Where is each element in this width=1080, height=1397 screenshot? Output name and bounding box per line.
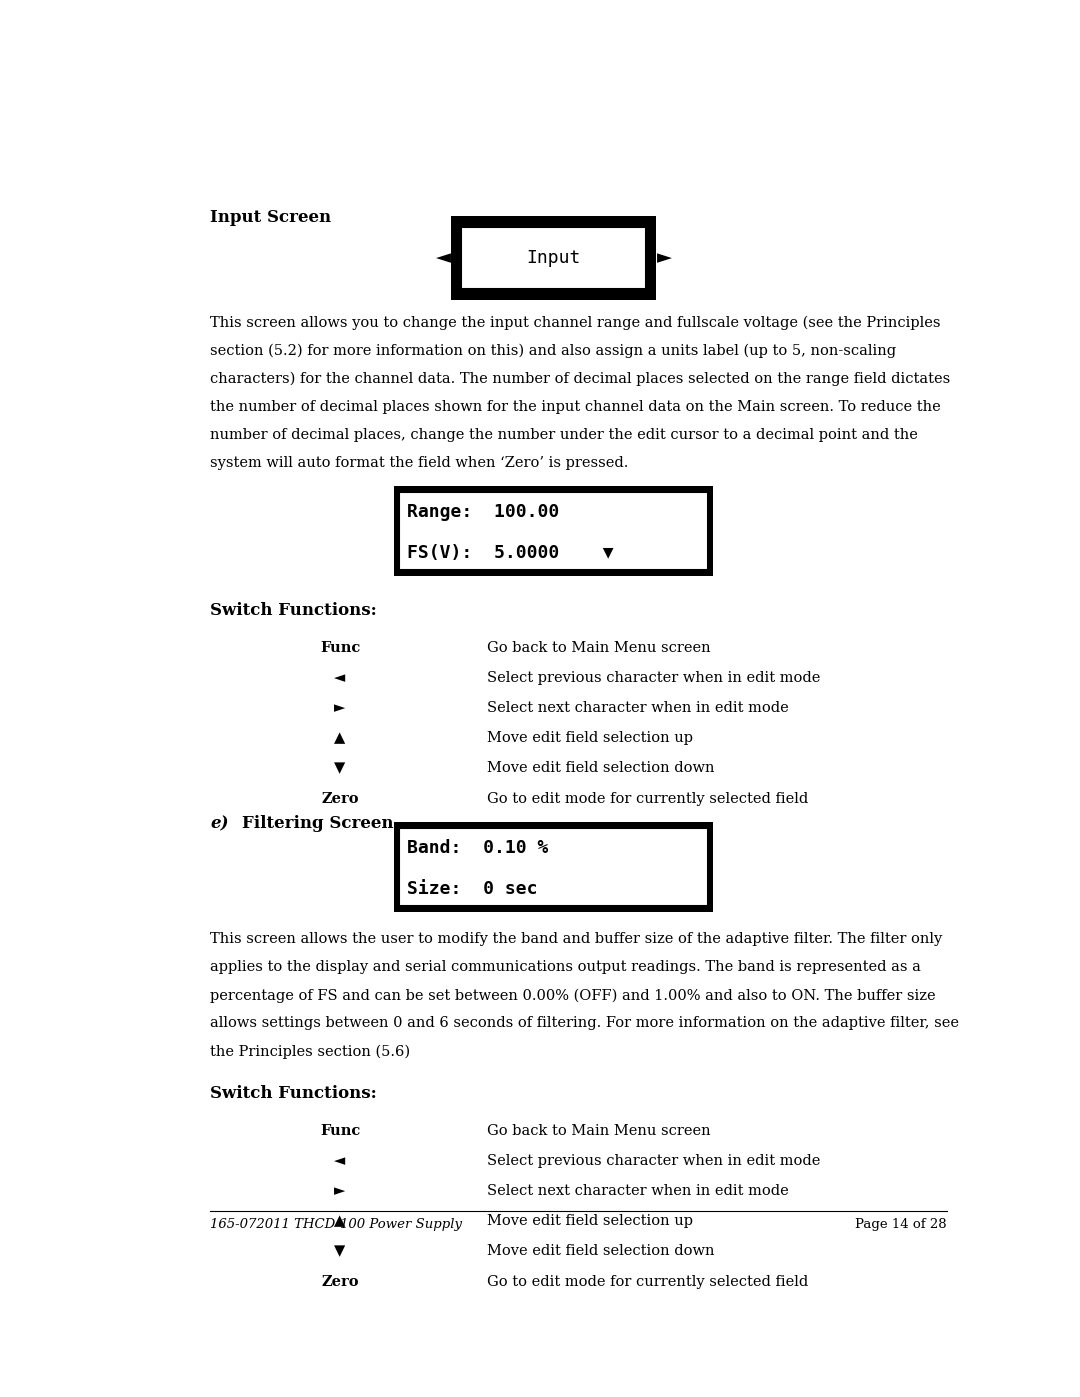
Text: Move edit field selection up: Move edit field selection up [486, 731, 692, 746]
Text: Go to edit mode for currently selected field: Go to edit mode for currently selected f… [486, 1274, 808, 1288]
Text: e): e) [211, 816, 229, 833]
Text: Zero: Zero [322, 792, 359, 806]
Text: Page 14 of 28: Page 14 of 28 [855, 1218, 947, 1231]
Text: FS(V):  5.0000    ▼: FS(V): 5.0000 ▼ [407, 545, 613, 562]
Text: This screen allows the user to modify the band and buffer size of the adaptive f: This screen allows the user to modify th… [211, 932, 943, 946]
Text: the number of decimal places shown for the input channel data on the Main screen: the number of decimal places shown for t… [211, 400, 941, 414]
Text: Zero: Zero [322, 1274, 359, 1288]
Text: Func: Func [320, 1125, 361, 1139]
Text: Switch Functions:: Switch Functions: [211, 1085, 377, 1102]
Text: ▼: ▼ [335, 1245, 346, 1259]
Text: 165-072011 THCD-100 Power Supply: 165-072011 THCD-100 Power Supply [211, 1218, 462, 1231]
Text: Go to edit mode for currently selected field: Go to edit mode for currently selected f… [486, 792, 808, 806]
Text: Go back to Main Menu screen: Go back to Main Menu screen [486, 1125, 711, 1139]
Text: Input: Input [526, 249, 581, 267]
Text: Func: Func [320, 641, 361, 655]
Text: Move edit field selection down: Move edit field selection down [486, 761, 714, 775]
Text: system will auto format the field when ‘Zero’ is pressed.: system will auto format the field when ‘… [211, 455, 629, 469]
Text: section (5.2) for more information on this) and also assign a units label (up to: section (5.2) for more information on th… [211, 344, 896, 359]
Text: Range:  100.00: Range: 100.00 [407, 503, 559, 521]
Text: Input Screen: Input Screen [211, 208, 332, 225]
Text: This screen allows you to change the input channel range and fullscale voltage (: This screen allows you to change the inp… [211, 316, 941, 331]
Text: ►: ► [335, 1185, 346, 1199]
Text: ►: ► [657, 249, 672, 267]
Text: Filtering Screen: Filtering Screen [242, 816, 393, 833]
FancyBboxPatch shape [399, 828, 708, 905]
Text: ►: ► [335, 701, 346, 715]
FancyBboxPatch shape [458, 224, 649, 292]
Text: Size:  0 sec: Size: 0 sec [407, 880, 538, 898]
Text: Band:  0.10 %: Band: 0.10 % [407, 838, 549, 856]
Text: Select next character when in edit mode: Select next character when in edit mode [486, 1185, 788, 1199]
Text: characters) for the channel data. The number of decimal places selected on the r: characters) for the channel data. The nu… [211, 372, 950, 387]
Text: applies to the display and serial communications output readings. The band is re: applies to the display and serial commun… [211, 960, 921, 975]
Text: Select previous character when in edit mode: Select previous character when in edit m… [486, 1154, 820, 1168]
Text: ◄: ◄ [335, 671, 346, 685]
Text: Select previous character when in edit mode: Select previous character when in edit m… [486, 671, 820, 685]
Text: Select next character when in edit mode: Select next character when in edit mode [486, 701, 788, 715]
Text: ▼: ▼ [335, 761, 346, 775]
Text: the Principles section (5.6): the Principles section (5.6) [211, 1045, 410, 1059]
FancyBboxPatch shape [451, 217, 656, 300]
FancyBboxPatch shape [461, 226, 646, 289]
Text: allows settings between 0 and 6 seconds of filtering. For more information on th: allows settings between 0 and 6 seconds … [211, 1017, 959, 1031]
Text: Move edit field selection up: Move edit field selection up [486, 1214, 692, 1228]
Text: ▲: ▲ [335, 731, 346, 746]
FancyBboxPatch shape [393, 821, 714, 912]
Text: Go back to Main Menu screen: Go back to Main Menu screen [486, 641, 711, 655]
Text: ▲: ▲ [335, 1214, 346, 1228]
Text: ◄: ◄ [435, 249, 450, 267]
Text: number of decimal places, change the number under the edit cursor to a decimal p: number of decimal places, change the num… [211, 427, 918, 441]
Text: Move edit field selection down: Move edit field selection down [486, 1245, 714, 1259]
Text: Switch Functions:: Switch Functions: [211, 602, 377, 619]
FancyBboxPatch shape [393, 486, 714, 577]
FancyBboxPatch shape [399, 493, 708, 570]
Text: ◄: ◄ [335, 1154, 346, 1168]
Text: percentage of FS and can be set between 0.00% (OFF) and 1.00% and also to ON. Th: percentage of FS and can be set between … [211, 989, 936, 1003]
